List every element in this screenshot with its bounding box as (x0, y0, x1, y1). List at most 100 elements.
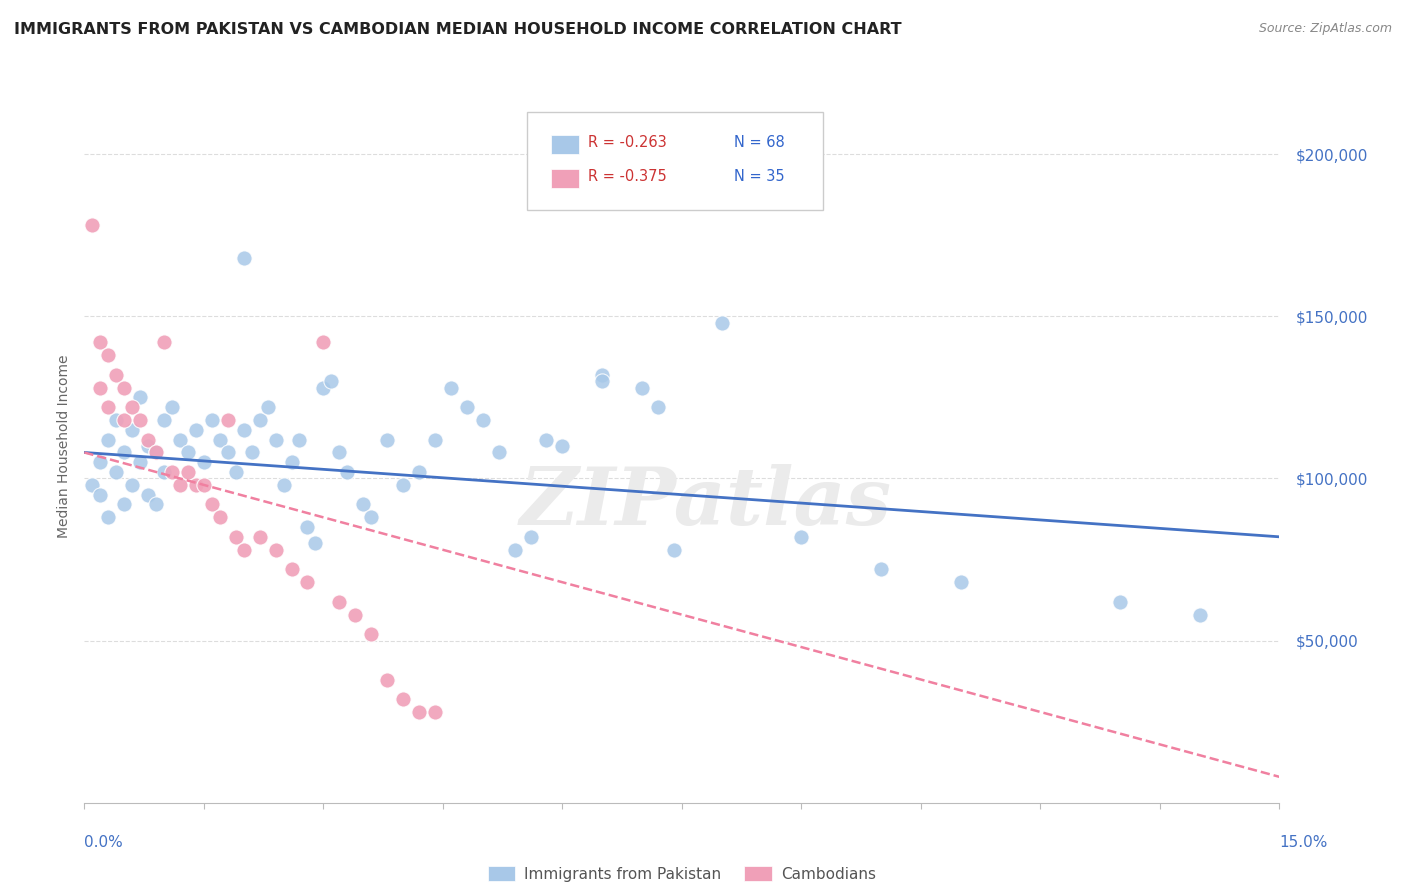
Point (153, 335, 176, 350)
Point (97, 400, 120, 414)
Point (129, 413, 152, 427)
Point (264, 542, 287, 557)
Point (145, 497, 167, 511)
Point (184, 478, 207, 492)
Point (129, 455, 152, 469)
Legend: Immigrants from Pakistan, Cambodians: Immigrants from Pakistan, Cambodians (482, 860, 882, 888)
Point (551, 439, 574, 453)
Point (408, 705, 430, 719)
Point (177, 465, 200, 479)
Point (225, 465, 247, 479)
Point (423, 705, 446, 719)
Point (153, 413, 176, 427)
Point (169, 478, 191, 492)
Point (710, 316, 733, 330)
Point (375, 673, 398, 687)
Point (145, 445, 167, 459)
Point (177, 445, 200, 459)
Point (89, 335, 111, 350)
Point (105, 465, 128, 479)
Point (121, 478, 143, 492)
Text: N = 35: N = 35 (734, 169, 785, 184)
Point (280, 562, 302, 576)
Point (89, 381, 111, 395)
Point (89, 455, 111, 469)
Text: 15.0%: 15.0% (1279, 836, 1327, 850)
Point (273, 478, 295, 492)
Point (264, 433, 287, 447)
Point (232, 251, 254, 265)
Point (471, 413, 494, 427)
Point (82, 219, 104, 233)
Point (201, 413, 224, 427)
Point (136, 433, 159, 447)
Point (136, 488, 159, 502)
Point (344, 607, 367, 622)
Point (112, 497, 135, 511)
Point (136, 439, 159, 453)
Point (153, 465, 176, 479)
Point (352, 497, 374, 511)
Point (360, 510, 382, 524)
Point (232, 542, 254, 557)
Point (145, 445, 167, 459)
Point (392, 478, 415, 492)
Point (97, 348, 120, 362)
Text: IMMIGRANTS FROM PAKISTAN VS CAMBODIAN MEDIAN HOUSEHOLD INCOME CORRELATION CHART: IMMIGRANTS FROM PAKISTAN VS CAMBODIAN ME… (14, 22, 901, 37)
Point (105, 368, 128, 382)
Point (82, 478, 104, 492)
Point (184, 423, 207, 437)
Text: R = -0.263: R = -0.263 (588, 136, 666, 150)
Point (160, 400, 183, 414)
Point (336, 465, 359, 479)
Point (392, 692, 415, 706)
Point (129, 390, 152, 404)
Text: R = -0.375: R = -0.375 (588, 169, 666, 184)
Point (312, 335, 335, 350)
Point (328, 445, 350, 459)
Point (297, 520, 319, 534)
Point (112, 445, 135, 459)
Point (456, 400, 478, 414)
Point (208, 433, 231, 447)
Point (217, 445, 239, 459)
Point (208, 510, 231, 524)
Point (89, 488, 111, 502)
Point (488, 445, 510, 459)
Point (312, 381, 335, 395)
Point (1188, 607, 1211, 622)
Point (360, 627, 382, 641)
Point (193, 455, 215, 469)
Point (1109, 595, 1132, 609)
Text: ZIPatlas: ZIPatlas (520, 465, 891, 541)
Text: Source: ZipAtlas.com: Source: ZipAtlas.com (1258, 22, 1392, 36)
Point (328, 595, 350, 609)
Point (949, 575, 972, 590)
Point (440, 381, 463, 395)
Point (870, 562, 893, 576)
Point (408, 465, 430, 479)
Point (423, 433, 446, 447)
Text: N = 68: N = 68 (734, 136, 785, 150)
Point (201, 497, 224, 511)
Point (304, 536, 326, 550)
Point (647, 400, 669, 414)
Point (121, 423, 143, 437)
Point (297, 575, 319, 590)
Point (121, 400, 143, 414)
Point (256, 400, 278, 414)
Point (160, 465, 183, 479)
Point (232, 423, 254, 437)
Point (112, 381, 135, 395)
Point (217, 413, 239, 427)
Point (790, 530, 813, 544)
Point (536, 433, 558, 447)
Point (591, 374, 613, 388)
Point (249, 413, 271, 427)
Point (193, 478, 215, 492)
Y-axis label: Median Household Income: Median Household Income (58, 354, 72, 538)
Point (225, 530, 247, 544)
Point (375, 433, 398, 447)
Text: 0.0%: 0.0% (84, 836, 124, 850)
Point (662, 542, 685, 557)
